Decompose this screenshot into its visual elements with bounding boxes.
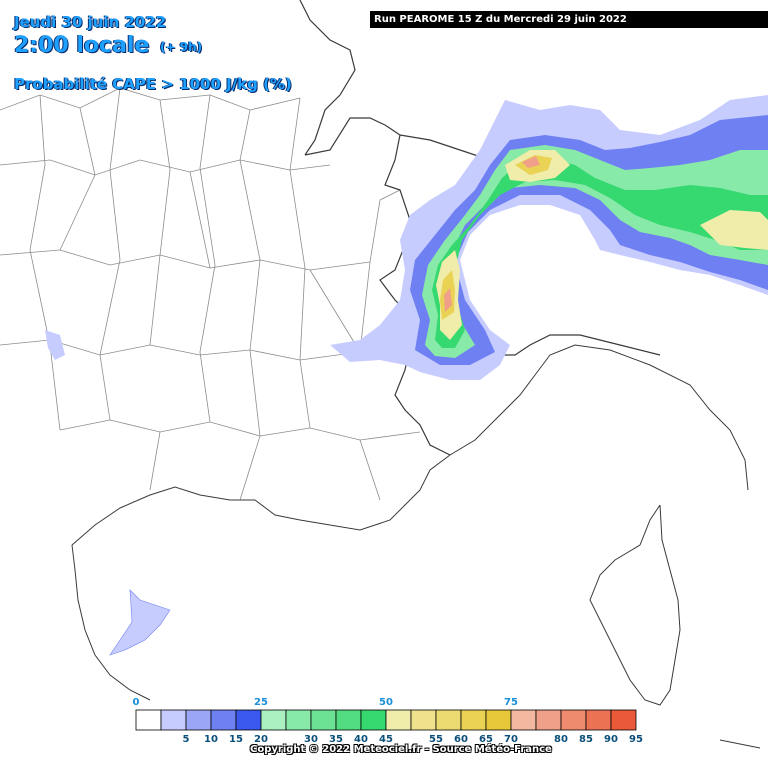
coastline <box>71 344 761 749</box>
parameter-title: Probabilité CAPE > 1000 J/kg (%) <box>14 75 292 93</box>
legend-swatch <box>185 709 212 731</box>
legend-label: 60 <box>454 734 468 745</box>
legend-swatch <box>510 709 537 731</box>
legend-label: 15 <box>229 734 243 745</box>
legend-swatch <box>485 709 512 731</box>
copyright: Copyright © 2022 Meteociel.fr - Source M… <box>250 744 552 755</box>
legend-swatch <box>535 709 562 731</box>
legend-label: 30 <box>304 734 318 745</box>
legend-label: 0 <box>133 697 140 708</box>
legend-label: 90 <box>604 734 618 745</box>
legend-label: 65 <box>479 734 493 745</box>
legend-label: 25 <box>254 697 268 708</box>
lake <box>109 589 171 656</box>
legend-swatch <box>610 709 637 731</box>
prob-45 <box>432 158 768 348</box>
forecast-offset: (+ 9h) <box>160 40 203 54</box>
legend-swatch <box>385 709 412 731</box>
legend-label: 35 <box>329 734 343 745</box>
legend-label: 20 <box>254 734 268 745</box>
legend-label: 50 <box>379 697 393 708</box>
legend-label: 10 <box>204 734 218 745</box>
legend-label: 5 <box>183 734 190 745</box>
legend-swatch <box>460 709 487 731</box>
forecast-date: Jeudi 30 juin 2022 <box>14 13 167 31</box>
legend-swatch <box>310 709 337 731</box>
department-boundaries <box>0 87 421 501</box>
forecast-time: 2:00 locale <box>14 33 150 58</box>
legend-label: 95 <box>629 734 643 745</box>
legend-label: 45 <box>379 734 393 745</box>
legend-swatch <box>210 709 237 731</box>
prob-80b <box>522 156 540 168</box>
prob-55c <box>700 210 768 250</box>
probability-shading <box>330 95 768 380</box>
legend-swatch <box>585 709 612 731</box>
legend-swatch <box>260 709 287 731</box>
legend-swatch <box>135 709 162 731</box>
legend-swatch <box>160 709 187 731</box>
prob-80 <box>444 288 452 312</box>
legend-swatch <box>360 709 387 731</box>
legend-swatch <box>335 709 362 731</box>
legend-swatch <box>285 709 312 731</box>
legend-label: 80 <box>554 734 568 745</box>
legend-label: 40 <box>354 734 368 745</box>
legend-label: 85 <box>579 734 593 745</box>
color-legend: 0 5 10 15 20 25 30 35 40 45 50 55 60 65 70 75 80 85 90 95 <box>133 697 643 745</box>
legend-swatch <box>560 709 587 731</box>
legend-swatch <box>410 709 437 731</box>
legend-swatch <box>435 709 462 731</box>
legend-swatch <box>235 709 262 731</box>
legend-label: 55 <box>429 734 443 745</box>
legend-label: 70 <box>504 734 518 745</box>
legend-label: 75 <box>504 697 518 708</box>
lake-small <box>45 330 65 360</box>
run-info: Run PEAROME 15 Z du Mercredi 29 juin 202… <box>370 11 768 28</box>
